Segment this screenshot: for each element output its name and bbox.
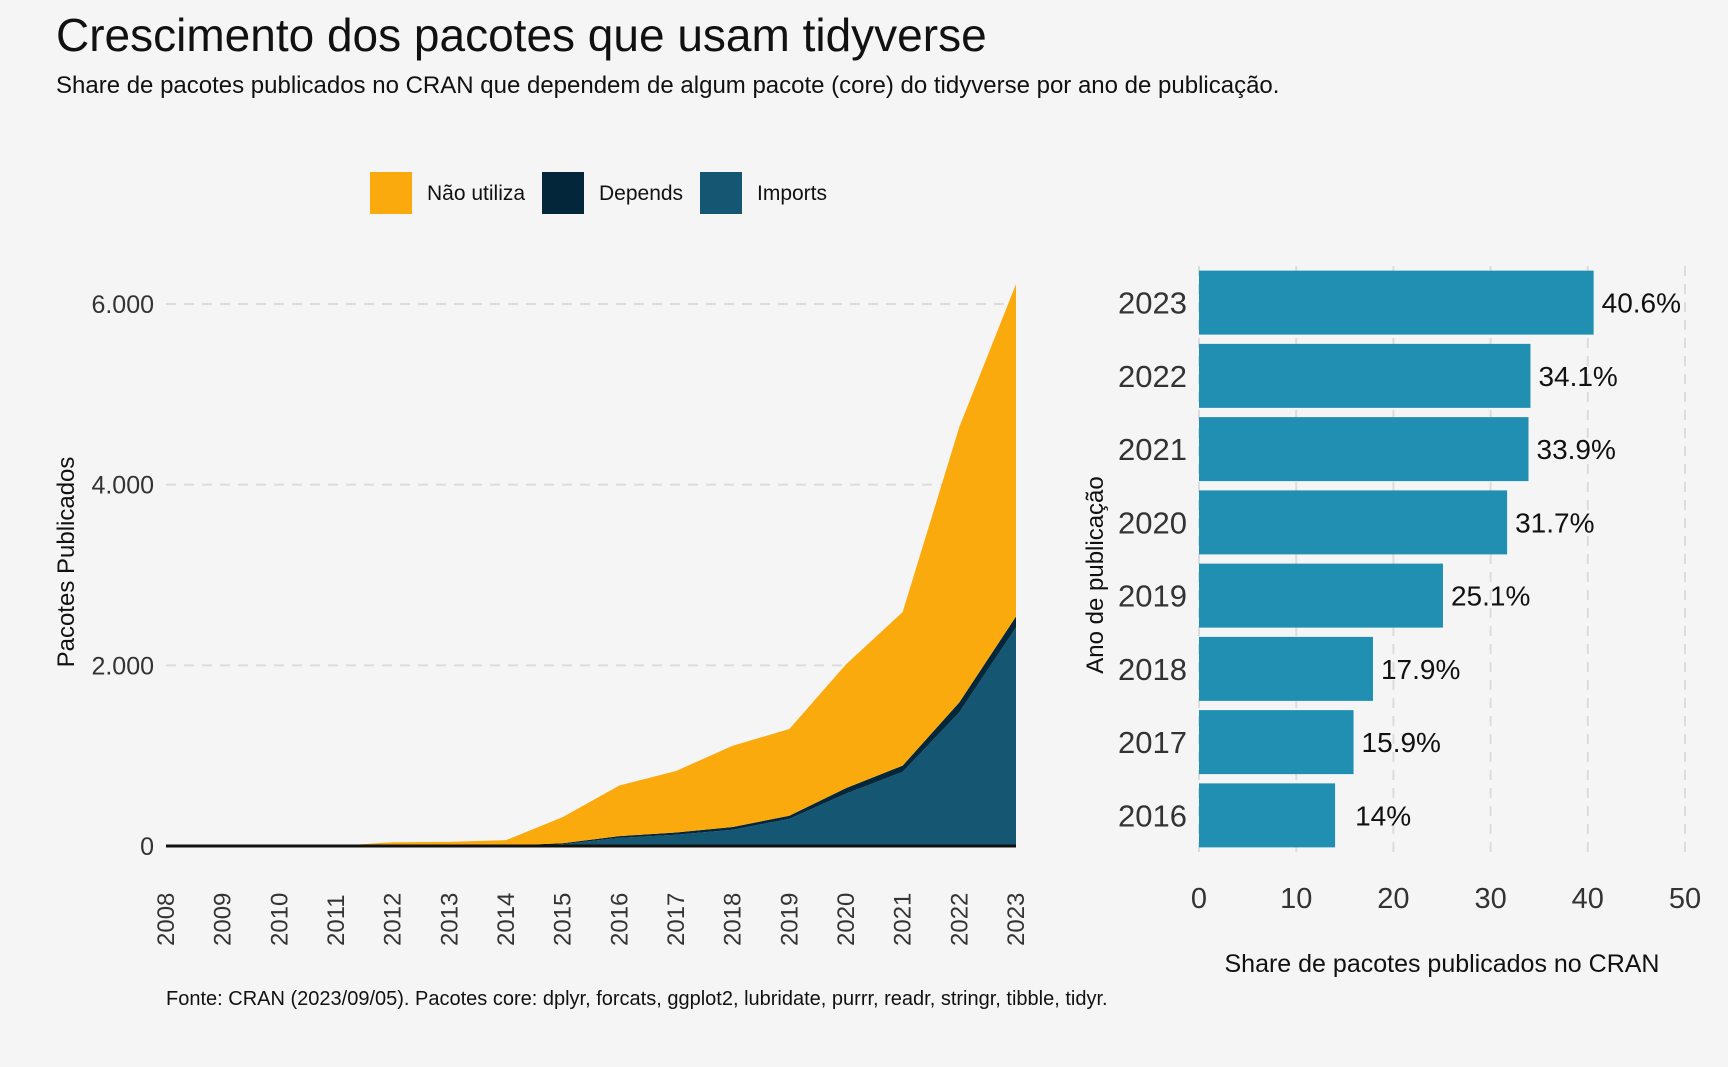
bar-chart-x-axis-label: Share de pacotes publicados no CRAN xyxy=(1225,950,1660,978)
bar-value-label: 17.9% xyxy=(1381,654,1460,685)
bar-chart-y-axis-label: Ano de publicação xyxy=(1082,476,1109,673)
bar-value-label: 33.9% xyxy=(1537,434,1616,465)
legend-label: Imports xyxy=(757,182,827,205)
legend-swatch xyxy=(542,172,584,214)
bar-x-tick-label: 40 xyxy=(1572,883,1604,915)
area-x-tick-label: 2015 xyxy=(550,893,577,946)
area-y-tick-label: 6.000 xyxy=(91,291,154,319)
area-x-tick-label: 2010 xyxy=(266,893,293,946)
area-x-tick-label: 2014 xyxy=(493,893,520,946)
bar xyxy=(1199,343,1531,408)
area-x-tick-label: 2009 xyxy=(210,893,237,946)
bar-x-tick-label: 20 xyxy=(1377,883,1409,915)
bar-x-tick-label: 30 xyxy=(1474,883,1506,915)
area-x-tick-label: 2011 xyxy=(323,894,350,946)
bar-x-tick-label: 10 xyxy=(1280,883,1312,915)
bar xyxy=(1199,783,1336,848)
bar-x-tick-label: 0 xyxy=(1191,883,1207,915)
area-x-tick-label: 2008 xyxy=(153,893,180,946)
bar-value-label: 34.1% xyxy=(1538,361,1617,392)
area-y-tick-label: 2.000 xyxy=(91,652,154,680)
area-x-tick-label: 2023 xyxy=(1003,893,1030,946)
area-chart-x-ticks: 2008 2009 2010 2011 2012 2013 2014 2015 2016 2017… xyxy=(153,893,1030,946)
area-chart-y-ticks: 0 2.000 4.000 6.000 xyxy=(91,291,154,861)
area-y-tick-label: 4.000 xyxy=(91,472,154,500)
bar-value-label: 40.6% xyxy=(1602,288,1681,319)
bar-value-label: 15.9% xyxy=(1362,727,1441,758)
bar-category-label: 2016 xyxy=(1118,798,1187,833)
legend-label: Não utiliza xyxy=(427,182,525,205)
bar-chart-bars xyxy=(1199,270,1594,848)
area-x-tick-label: 2017 xyxy=(663,893,690,946)
area-chart-layers xyxy=(166,284,1016,848)
bar xyxy=(1199,270,1594,335)
chart-caption: Fonte: CRAN (2023/09/05). Pacotes core: … xyxy=(166,988,1108,1010)
bar-chart-x-ticks: 0 10 20 30 40 50 xyxy=(1191,883,1701,915)
bar-value-label: 14% xyxy=(1355,800,1411,831)
area-x-tick-label: 2018 xyxy=(720,893,747,946)
legend-swatch xyxy=(370,172,412,214)
legend: Não utiliza Depends Imports xyxy=(370,172,827,214)
area-x-tick-label: 2021 xyxy=(890,893,917,946)
bar xyxy=(1199,417,1529,482)
area-y-tick-label: 0 xyxy=(140,833,154,861)
area-x-tick-label: 2016 xyxy=(606,893,633,946)
bar-category-label: 2021 xyxy=(1118,432,1187,467)
area-series-n-o-utiliza xyxy=(166,284,1016,846)
bar-x-tick-label: 50 xyxy=(1669,883,1701,915)
bar xyxy=(1199,490,1508,555)
bar-chart-value-labels: 40.6% 34.1% 33.9% 31.7% 25.1% 17.9% 15.9% 14% xyxy=(1355,288,1681,832)
area-series-imports xyxy=(166,627,1016,846)
legend-label: Depends xyxy=(599,182,683,205)
bar-chart-category-labels: 2023 2022 2021 2020 2019 2018 2017 2016 xyxy=(1118,286,1187,834)
bar-category-label: 2022 xyxy=(1118,359,1187,394)
bar xyxy=(1199,563,1443,628)
bar-category-label: 2023 xyxy=(1118,286,1187,321)
chart-subtitle: Share de pacotes publicados no CRAN que … xyxy=(56,72,1280,99)
bar-category-label: 2017 xyxy=(1118,725,1187,760)
bar-category-label: 2018 xyxy=(1118,652,1187,687)
area-x-tick-label: 2013 xyxy=(436,893,463,946)
bar xyxy=(1199,636,1373,701)
area-x-tick-label: 2020 xyxy=(833,893,860,946)
bar xyxy=(1199,710,1354,775)
bar-category-label: 2020 xyxy=(1118,505,1187,540)
bar-category-label: 2019 xyxy=(1118,579,1187,614)
bar-value-label: 25.1% xyxy=(1451,581,1530,612)
chart-title: Crescimento dos pacotes que usam tidyver… xyxy=(56,9,987,61)
area-chart-y-axis-label: Pacotes Publicados xyxy=(53,457,80,668)
legend-swatch xyxy=(700,172,742,214)
area-x-tick-label: 2019 xyxy=(776,893,803,946)
bar-value-label: 31.7% xyxy=(1515,507,1594,538)
area-x-tick-label: 2012 xyxy=(380,893,407,946)
area-x-tick-label: 2022 xyxy=(946,893,973,946)
